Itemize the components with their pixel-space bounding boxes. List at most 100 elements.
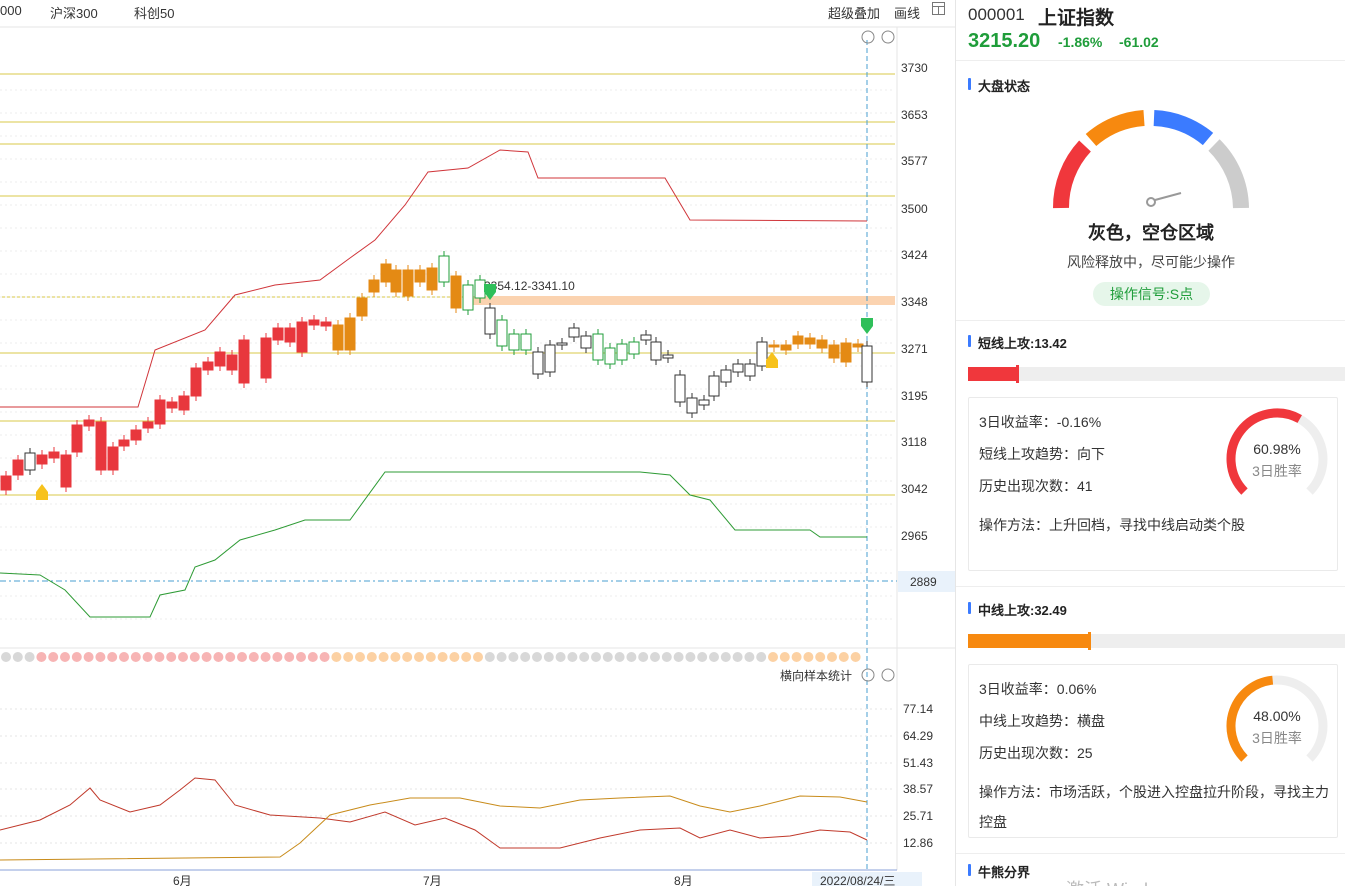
candle-body bbox=[816, 339, 828, 349]
status-dot bbox=[319, 652, 330, 662]
status-dot bbox=[685, 652, 696, 662]
candle-body bbox=[356, 297, 368, 317]
zone-label: 3354.12-3341.10 bbox=[484, 279, 575, 293]
status-dot bbox=[166, 652, 177, 662]
candle-body bbox=[48, 451, 60, 459]
status-dot bbox=[189, 652, 200, 662]
sell-marker-icon bbox=[484, 284, 496, 300]
bar-end-marker bbox=[1088, 632, 1091, 650]
candle-body bbox=[544, 344, 556, 373]
status-dot bbox=[343, 652, 354, 662]
windows-watermark: 激活 Windows bbox=[1066, 876, 1180, 886]
candle-body bbox=[154, 399, 166, 425]
sub-tick-label: 64.29 bbox=[903, 729, 933, 743]
mid-attack-card: 3日收益率：0.06% 中线上攻趋势：横盘 历史出现次数：25 操作方法：市场活… bbox=[968, 664, 1338, 838]
status-dot bbox=[697, 652, 708, 662]
status-dot bbox=[355, 652, 365, 662]
status-dot bbox=[744, 652, 755, 662]
status-dot bbox=[201, 652, 212, 662]
candle-body bbox=[238, 339, 250, 384]
status-dot bbox=[567, 652, 578, 662]
ring-progress bbox=[1226, 675, 1274, 762]
status-dot bbox=[768, 652, 778, 662]
candle-body bbox=[390, 269, 402, 293]
kline-chart[interactable]: 3730 3653 3577 3500 3424 3348 3271 3195 3118 3042… bbox=[0, 0, 955, 886]
candle-body bbox=[190, 367, 202, 397]
candle-body bbox=[780, 344, 792, 351]
market-desc: 风险释放中，尽可能少操作 bbox=[1067, 254, 1235, 270]
candle-body bbox=[484, 307, 496, 335]
cursor-date-tag bbox=[812, 872, 922, 886]
candle-body bbox=[592, 333, 604, 361]
status-dot bbox=[756, 652, 767, 662]
candle-body bbox=[556, 342, 568, 346]
help-icon[interactable] bbox=[881, 668, 895, 682]
status-dot bbox=[248, 652, 259, 662]
status-dot bbox=[473, 652, 483, 662]
tab-hs300[interactable]: 沪深300 bbox=[50, 6, 98, 21]
short-attack-fill bbox=[968, 367, 1019, 381]
candle-body bbox=[438, 255, 450, 283]
candle-body bbox=[732, 363, 744, 373]
status-dot bbox=[803, 652, 814, 662]
status-dot bbox=[508, 652, 519, 662]
grid-layout-icon[interactable] bbox=[932, 2, 945, 18]
status-dot bbox=[119, 652, 129, 662]
super-overlay-button[interactable]: 超级叠加 bbox=[828, 6, 881, 21]
chart-pane[interactable]: 3730 3653 3577 3500 3424 3348 3271 3195 3118 3042… bbox=[0, 0, 955, 886]
status-dot bbox=[791, 652, 802, 662]
status-dot bbox=[591, 652, 601, 662]
mid-winrate-label: 3日胜率 bbox=[1252, 730, 1302, 746]
candle-body bbox=[332, 324, 344, 351]
candle-body bbox=[284, 327, 296, 343]
candle-body bbox=[580, 335, 592, 349]
status-dot bbox=[130, 652, 141, 662]
status-dot bbox=[815, 652, 826, 662]
tab-kc50[interactable]: 科创50 bbox=[134, 6, 175, 21]
candle-body bbox=[698, 399, 710, 406]
price-tick-label: 2965 bbox=[901, 529, 928, 543]
current-price-label: 2889 bbox=[910, 575, 937, 589]
pressure-zone bbox=[470, 296, 895, 305]
market-info-panel: 000001 上证指数 3215.20 -1.86% -61.02 大盘状态 灰… bbox=[955, 0, 1345, 886]
status-dot bbox=[402, 652, 413, 662]
candle-body bbox=[520, 333, 532, 351]
bar-end-marker bbox=[1016, 365, 1019, 383]
candle-body bbox=[508, 333, 520, 351]
mid-winrate-value: 48.00% bbox=[1253, 708, 1301, 724]
status-dot bbox=[296, 652, 306, 662]
stock-change-percent: -1.86% bbox=[1058, 34, 1103, 50]
candle-body bbox=[71, 424, 83, 453]
status-dot bbox=[496, 652, 507, 662]
status-dot bbox=[60, 652, 70, 662]
status-dot bbox=[779, 652, 790, 662]
settings-icon[interactable] bbox=[861, 30, 875, 44]
settings-icon[interactable] bbox=[861, 668, 875, 682]
divider bbox=[956, 853, 1345, 854]
buy-marker-icon bbox=[36, 484, 48, 500]
divider bbox=[956, 320, 1345, 321]
candle-body bbox=[804, 337, 816, 345]
candle-body bbox=[83, 419, 95, 427]
sub-tick-label: 77.14 bbox=[903, 702, 933, 716]
draw-line-button[interactable]: 画线 bbox=[894, 6, 921, 21]
mid-attack-bar bbox=[968, 632, 1345, 650]
status-dot bbox=[178, 652, 188, 662]
candle-body bbox=[708, 375, 720, 397]
price-tick-label: 3424 bbox=[901, 248, 928, 262]
candle-body bbox=[260, 337, 272, 379]
status-dot bbox=[673, 652, 684, 662]
candle-body bbox=[462, 284, 474, 311]
tab-index-partial[interactable]: 000 bbox=[0, 3, 22, 18]
help-icon[interactable] bbox=[881, 30, 895, 44]
short-attack-bar bbox=[968, 365, 1345, 383]
status-dot bbox=[390, 652, 401, 662]
status-dot bbox=[461, 652, 472, 662]
price-tick-label: 3577 bbox=[901, 154, 928, 168]
market-gauge bbox=[1052, 110, 1249, 209]
status-dot bbox=[449, 652, 460, 662]
status-dot bbox=[24, 652, 35, 662]
candle-body bbox=[60, 454, 72, 488]
sub-line-orange bbox=[0, 795, 868, 861]
divider bbox=[956, 60, 1345, 61]
